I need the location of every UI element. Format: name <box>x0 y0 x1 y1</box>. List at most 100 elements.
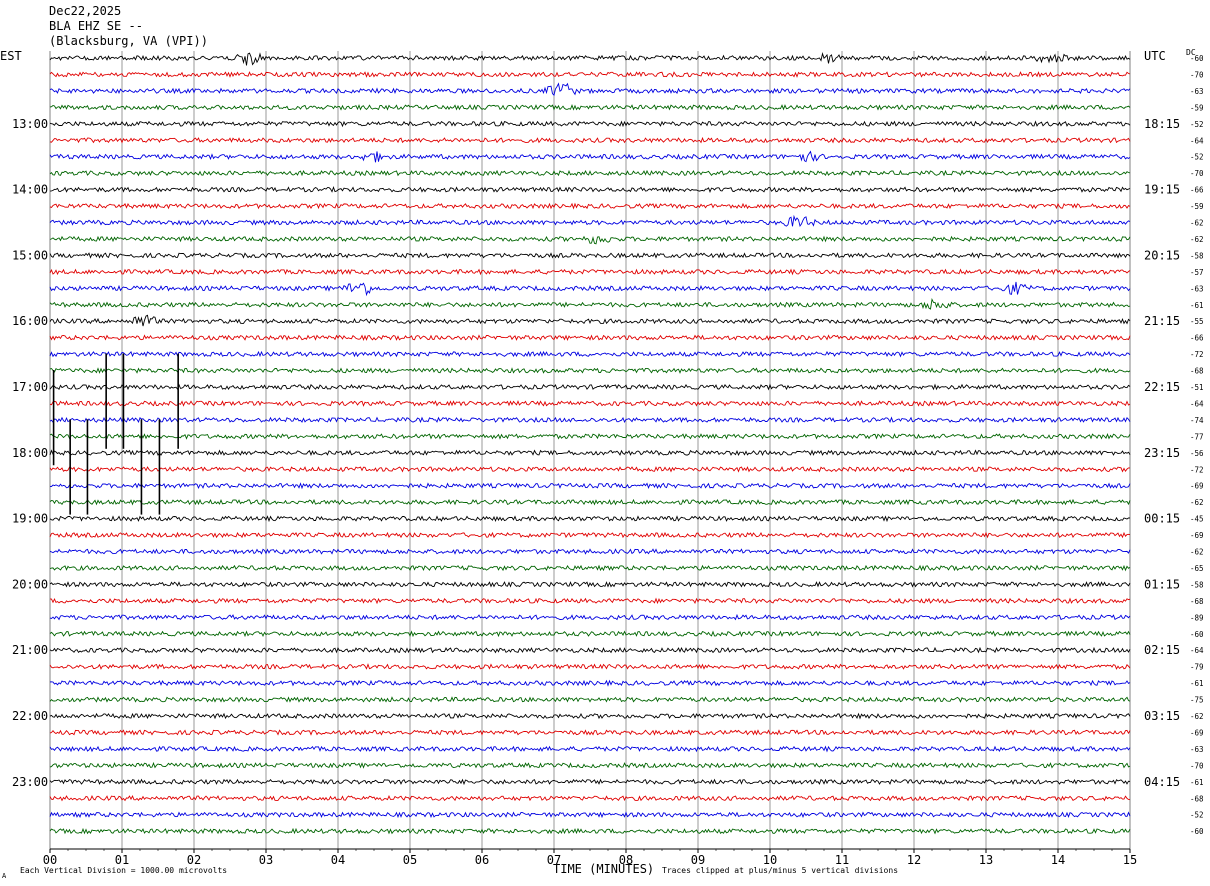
dc-offset-value: -70 <box>1190 761 1204 770</box>
axis-labels: 00 01 02 03 04 05 06 07 08 09 10 11 12 13 14 15 13:00 14:… <box>12 54 1204 867</box>
trace-row <box>49 314 1131 327</box>
trace-row <box>49 214 1131 228</box>
dc-offset-value: -77 <box>1190 432 1204 441</box>
x-tick-label: 03 <box>259 853 273 867</box>
dc-offset-value: -63 <box>1190 284 1204 293</box>
dc-offset-value: -70 <box>1190 169 1204 178</box>
dc-offset-value: -66 <box>1190 186 1204 195</box>
dc-offset-value: -74 <box>1190 416 1204 425</box>
clip-note: Traces clipped at plus/minus 5 vertical … <box>662 866 899 875</box>
x-tick-label: 05 <box>403 853 417 867</box>
dc-offset-value: -66 <box>1190 334 1204 343</box>
dc-offset-value: -52 <box>1190 120 1204 129</box>
scale-note: Each Vertical Division = 1000.00 microvo… <box>20 866 228 875</box>
dc-offset-value: -62 <box>1190 548 1204 557</box>
trace-row <box>49 778 1131 786</box>
right-time-label: 04:15 <box>1144 775 1180 789</box>
dc-offset-value: -59 <box>1190 103 1204 112</box>
x-tick-label: 08 <box>619 853 633 867</box>
trace-row <box>49 235 1131 245</box>
trace-row <box>49 136 1131 144</box>
x-tick-label: 01 <box>115 853 129 867</box>
trace-row <box>49 449 1131 457</box>
dc-offset-value: -70 <box>1190 70 1204 79</box>
trace-row <box>49 416 1131 424</box>
trace-row <box>49 297 1131 310</box>
trace-row <box>49 597 1131 605</box>
dc-offset-value: -64 <box>1190 646 1204 655</box>
dc-offset-value: -72 <box>1190 350 1204 359</box>
trace-row <box>49 120 1131 128</box>
dc-offset-value: -61 <box>1190 679 1204 688</box>
dc-offset-value: -60 <box>1190 630 1204 639</box>
trace-row <box>49 383 1131 391</box>
left-time-label: 19:00 <box>12 512 48 526</box>
dc-offset-value: -63 <box>1190 745 1204 754</box>
trace-row <box>49 663 1131 671</box>
dc-offset-value: -62 <box>1190 712 1204 721</box>
dc-offset-value: -62 <box>1190 498 1204 507</box>
trace-row <box>49 466 1130 473</box>
left-time-label: 23:00 <box>12 775 48 789</box>
trace-row <box>49 150 1131 163</box>
dc-offset-value: -63 <box>1190 87 1204 96</box>
dc-offset-value: -52 <box>1190 811 1204 820</box>
x-tick-label: 11 <box>835 853 849 867</box>
dc-offset-value: -69 <box>1190 482 1204 491</box>
trace-row <box>49 400 1131 407</box>
trace-row <box>49 252 1131 259</box>
dc-offset-value: -58 <box>1190 251 1204 260</box>
trace-row <box>49 482 1131 490</box>
x-tick-label: 06 <box>475 853 489 867</box>
dc-offset-value: -68 <box>1190 794 1204 803</box>
trace-row <box>49 581 1131 588</box>
trace-row <box>49 268 1131 276</box>
right-time-label: 23:15 <box>1144 446 1180 460</box>
dc-offset-value: -68 <box>1190 367 1204 376</box>
right-time-label: 20:15 <box>1144 248 1180 262</box>
trace-row <box>49 630 1131 638</box>
trace-row <box>49 350 1131 358</box>
right-time-label: 00:15 <box>1144 512 1180 526</box>
dc-offset-value: -59 <box>1190 202 1204 211</box>
x-tick-label: 09 <box>691 853 705 867</box>
dc-offset-value: -57 <box>1190 268 1204 277</box>
x-tick-label: 02 <box>187 853 201 867</box>
trace-row <box>49 827 1131 835</box>
dc-offset-value: -60 <box>1190 827 1204 836</box>
dc-offset-value: -62 <box>1190 235 1204 244</box>
trace-row <box>49 811 1131 819</box>
left-time-label: 15:00 <box>12 248 48 262</box>
left-time-label: 17:00 <box>12 380 48 394</box>
corner-mark: A <box>2 872 7 880</box>
x-tick-label: 12 <box>907 853 921 867</box>
dc-offset-value: -68 <box>1190 597 1204 606</box>
right-time-label: 19:15 <box>1144 183 1180 197</box>
x-tick-label: 10 <box>763 853 777 867</box>
right-time-label: 21:15 <box>1144 314 1180 328</box>
station-id: BLA EHZ SE -- <box>49 19 143 33</box>
x-tick-label: 15 <box>1123 853 1137 867</box>
trace-row <box>49 745 1131 753</box>
dc-offset-value: -64 <box>1190 136 1204 145</box>
dc-offset-value: -69 <box>1190 728 1204 737</box>
dc-offset-value: -65 <box>1190 564 1204 573</box>
right-time-label: 18:15 <box>1144 117 1180 131</box>
right-time-label: 01:15 <box>1144 577 1180 591</box>
trace-row <box>49 281 1131 297</box>
plot-date: Dec22,2025 <box>49 4 122 18</box>
trace-row <box>49 334 1131 342</box>
dc-offset-value: -55 <box>1190 317 1204 326</box>
trace-row <box>49 548 1131 555</box>
right-timezone-label: UTC <box>1144 49 1166 63</box>
left-time-label: 21:00 <box>12 643 48 657</box>
dc-offset-value: -75 <box>1190 696 1204 705</box>
dc-offset-value: -72 <box>1190 465 1204 474</box>
trace-row <box>49 202 1131 210</box>
trace-row <box>49 367 1131 374</box>
x-tick-label: 13 <box>979 853 993 867</box>
x-tick-label: 07 <box>547 853 561 867</box>
left-time-label: 22:00 <box>12 709 48 723</box>
trace-row <box>49 82 1131 96</box>
